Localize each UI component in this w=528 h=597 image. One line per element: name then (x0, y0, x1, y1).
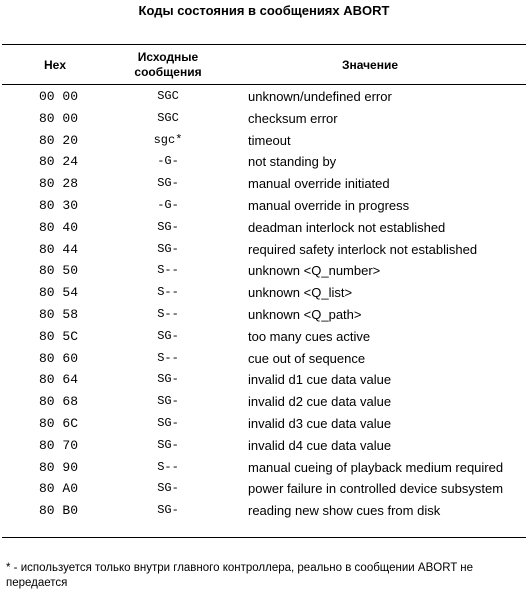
table-bottom-rule (2, 537, 526, 538)
source-code: SGC (157, 89, 179, 103)
hex-code: 00 00 (39, 89, 79, 104)
meaning-text: too many cues active (248, 328, 371, 344)
source-code: SG- (157, 328, 179, 343)
footnote: * - используется только внутри главного … (6, 562, 474, 589)
table-row: 80 A0 SG-power failure in controlled devi… (0, 479, 528, 501)
hex-code: 80 6C (39, 415, 79, 431)
source-code: S-- (157, 350, 179, 365)
meaning-text: not standing by (248, 154, 337, 170)
table-row: 80 20 sgc* timeout (0, 131, 528, 153)
table-row: 80 28 SG-manual override initiated (0, 174, 528, 196)
meaning-text: checksum error (248, 110, 338, 126)
meaning-text: timeout (248, 132, 291, 148)
table-row: 80 70 SG-invalid d4 cue data value (0, 436, 528, 458)
hex-code: 80 44 (39, 241, 79, 257)
source-code: S-- (157, 285, 179, 300)
table-body: 00 00 SGC unknown/undefined error 80 00 SGC… (0, 87, 528, 523)
hex-code: 80 60 (39, 350, 79, 366)
header-meaning: Значение (341, 58, 399, 72)
meaning-text: invalid d3 cue data value (248, 415, 392, 431)
hex-code: 80 68 (39, 394, 79, 410)
source-code: SGC (157, 110, 179, 125)
table-row: 80 68 SG-invalid d2 cue data value (0, 392, 528, 414)
source-code: -G- (157, 197, 179, 212)
source-code: sgc* (153, 132, 183, 147)
table-row: 00 00 SGC unknown/undefined error (0, 87, 528, 109)
source-code: S-- (157, 459, 179, 474)
table-row: 80 44 SG-required safety interlock not es… (0, 240, 528, 262)
meaning-text: invalid d1 cue data value (248, 372, 392, 388)
hex-code: 80 54 (39, 285, 79, 301)
source-code: SG- (157, 481, 179, 496)
table-row: 80 30 -G-manual override in progress (0, 196, 528, 218)
hex-code: 80 30 (39, 197, 79, 213)
hex-code: 80 40 (39, 219, 79, 235)
source-code: -G- (157, 154, 179, 169)
table-row: 80 50 S-- unknown <Q_number> (0, 261, 528, 283)
hex-code: 80 90 (39, 459, 79, 475)
meaning-text: unknown <Q_number> (248, 263, 381, 279)
hex-code: 80 70 (39, 437, 79, 453)
source-code: SG- (157, 437, 179, 452)
source-code: SG- (157, 176, 179, 191)
table-row: 80 24 -G-not standing by (0, 152, 528, 174)
hex-code: 80 A0 (39, 481, 79, 497)
meaning-text: deadman interlock not established (248, 219, 446, 235)
hex-code: 80 20 (39, 132, 79, 148)
meaning-text: required safety interlock not establishe… (248, 241, 478, 257)
hex-code: 80 24 (39, 154, 79, 170)
hex-code: 80 28 (39, 176, 79, 192)
hex-code: 80 64 (39, 372, 79, 388)
source-code: SG- (157, 241, 179, 256)
source-code: SG- (157, 372, 179, 387)
meaning-text: manual override in progress (248, 197, 410, 213)
header-source-line1: Исходные (137, 50, 199, 64)
hex-code: 80 58 (39, 306, 79, 322)
table-row: 80 58 S-- unknown <Q_path> (0, 305, 528, 327)
table-top-rule (2, 44, 526, 45)
meaning-text: invalid d2 cue data value (248, 394, 392, 410)
source-code: SG- (157, 503, 179, 518)
table-row: 80 54 S-- unknown <Q_list> (0, 283, 528, 305)
hex-code: 80 5C (39, 328, 79, 344)
meaning-text: reading new show cues from disk (248, 503, 441, 519)
table-row: 80 60 S-- cue out of sequence (0, 349, 528, 371)
table-row: 80 6C SG-invalid d3 cue data value (0, 414, 528, 436)
source-code: SG- (157, 219, 179, 234)
table-row: 80 40 SG-deadman interlock not establishe… (0, 218, 528, 240)
table-row: 80 5C SG-too many cues active (0, 327, 528, 349)
header-bottom-rule (2, 84, 526, 85)
meaning-text: manual override initiated (248, 176, 390, 192)
page-title: Коды состояния в сообщениях ABORT (138, 3, 390, 18)
table-row: 80 00 SGC checksum error (0, 109, 528, 131)
meaning-text: cue out of sequence (248, 350, 366, 366)
meaning-text: unknown/undefined error (248, 89, 392, 104)
meaning-text: unknown <Q_path> (248, 306, 362, 322)
table-row: 80 B0 SG-reading new show cues from disk (0, 501, 528, 523)
hex-code: 80 00 (39, 110, 79, 126)
hex-code: 80 B0 (39, 503, 79, 519)
meaning-text: power failure in controlled device subsy… (248, 481, 504, 497)
table-row: 80 90 S-- manual cueing of playback medium… (0, 458, 528, 480)
hex-code: 80 50 (39, 263, 79, 279)
source-code: SG- (157, 394, 179, 409)
header-hex: Hex (43, 58, 66, 72)
table-row: 80 64 SG-invalid d1 cue data value (0, 370, 528, 392)
meaning-text: manual cueing of playback medium require… (248, 459, 504, 475)
source-code: S-- (157, 263, 179, 278)
meaning-text: unknown <Q_list> (248, 285, 353, 301)
header-source-line2: сообщения (134, 65, 202, 79)
header-source: Исходные сообщения (118, 50, 218, 80)
meaning-text: invalid d4 cue data value (248, 437, 392, 453)
source-code: S-- (157, 306, 179, 321)
source-code: SG- (157, 415, 179, 430)
